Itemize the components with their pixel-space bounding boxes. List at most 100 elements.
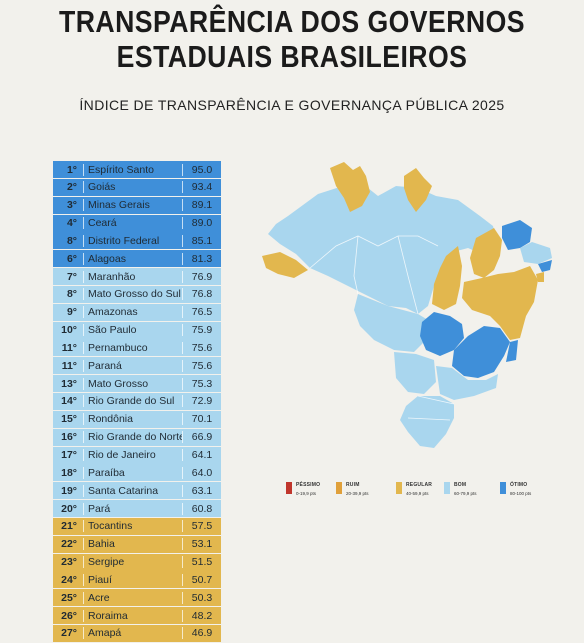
state-score: 63.1 <box>182 484 221 497</box>
title-line-1: TRANSPARÊNCIA DOS GOVERNOS <box>59 4 525 39</box>
state-name: Bahia <box>83 538 182 551</box>
ranking-row: 6° Alagoas 81.3 <box>53 250 221 268</box>
ranking-row: 20° Pará 60.8 <box>53 500 221 518</box>
ranking-row: 7° Maranhão 76.9 <box>53 268 221 286</box>
legend-swatch <box>396 482 402 494</box>
state-name: São Paulo <box>83 324 182 337</box>
legend-range: 20-39,9 pts <box>346 491 369 496</box>
state-name: Rio Grande do Sul <box>83 395 182 408</box>
state-score: 50.7 <box>182 573 221 586</box>
ranking-row: 17° Rio de Janeiro 64.1 <box>53 446 221 464</box>
ranking-row: 25° Acre 50.3 <box>53 589 221 607</box>
ranking-row: 15° Rondônia 70.1 <box>53 410 221 428</box>
ranking-row: 3° Minas Gerais 89.1 <box>53 196 221 214</box>
state-score: 81.3 <box>182 252 221 265</box>
state-name: Rondônia <box>83 413 182 426</box>
map-state-goias <box>420 312 464 356</box>
ranking-row: 19° Santa Catarina 63.1 <box>53 482 221 500</box>
state-score: 89.0 <box>182 217 221 230</box>
state-score: 50.3 <box>182 591 221 604</box>
title-line-2: ESTADUAIS BRASILEIROS <box>116 39 468 74</box>
state-name: Distrito Federal <box>83 234 182 247</box>
map-state-espirito-santo <box>506 340 518 362</box>
legend-label: BOM <box>454 482 467 488</box>
legend-swatch <box>500 482 506 494</box>
legend-swatch <box>286 482 292 494</box>
legend-label: RUIM <box>346 482 360 488</box>
state-borders <box>309 235 455 421</box>
state-score: 89.1 <box>182 199 221 212</box>
rank-number: 8° <box>66 288 77 301</box>
ranking-row: 22° Bahia 53.1 <box>53 535 221 553</box>
rank-number: 18° <box>61 466 77 479</box>
state-name: Pernambuco <box>83 341 182 354</box>
state-name: Rio Grande do Norte <box>83 431 182 444</box>
state-score: 72.9 <box>182 395 221 408</box>
legend-range: 40-59,9 pts <box>406 491 429 496</box>
rank-number: 3° <box>66 199 77 212</box>
state-score: 85.1 <box>182 234 221 247</box>
ranking-row: 24° Piauí 50.7 <box>53 571 221 589</box>
rank-number: 21° <box>61 520 77 533</box>
state-score: 76.5 <box>182 306 221 319</box>
state-name: Acre <box>83 591 182 604</box>
rank-number: 10° <box>61 324 77 337</box>
state-name: Ceará <box>83 217 182 230</box>
state-name: Amapá <box>83 627 182 640</box>
state-score: 95.0 <box>182 163 221 176</box>
state-score: 70.1 <box>182 413 221 426</box>
state-name: Mato Grosso do Sul <box>83 288 182 301</box>
map-state-bahia <box>462 266 538 340</box>
map-state-northeast-coast <box>520 242 552 264</box>
legend-swatch <box>336 482 342 494</box>
state-name: Maranhão <box>83 270 182 283</box>
state-score: 46.9 <box>182 627 221 640</box>
page-title: TRANSPARÊNCIA DOS GOVERNOS ESTADUAIS BRA… <box>41 4 543 74</box>
state-name: Piauí <box>83 573 182 586</box>
ranking-row: 27° Amapá 46.9 <box>53 624 221 642</box>
state-name: Roraima <box>83 609 182 622</box>
rank-number: 11° <box>61 359 77 372</box>
state-score: 75.9 <box>182 324 221 337</box>
ranking-row: 26° Roraima 48.2 <box>53 607 221 625</box>
rank-number: 16° <box>61 431 77 444</box>
rank-number: 2° <box>66 181 77 194</box>
rank-number: 26° <box>61 609 77 622</box>
state-score: 64.1 <box>182 449 221 461</box>
state-score: 64.0 <box>182 466 221 479</box>
rank-number: 27° <box>61 627 77 640</box>
map-state-minas-gerais <box>452 326 510 378</box>
map-region-south <box>400 396 454 448</box>
rank-number: 23° <box>61 556 77 569</box>
ranking-row: 14° Rio Grande do Sul 72.9 <box>53 392 221 410</box>
rank-number: 17° <box>61 449 77 461</box>
rank-number: 11° <box>61 341 77 354</box>
state-name: Mato Grosso <box>83 377 182 390</box>
rank-number: 8° <box>66 234 77 247</box>
rank-number: 22° <box>61 538 77 551</box>
rank-number: 6° <box>66 252 77 265</box>
map-state-acre <box>262 252 308 278</box>
state-name: Minas Gerais <box>83 199 182 212</box>
ranking-row: 1° Espírito Santo 95.0 <box>53 161 221 178</box>
state-score: 51.5 <box>182 556 221 569</box>
state-name: Amazonas <box>83 306 182 319</box>
state-score: 75.3 <box>182 377 221 390</box>
ranking-row: 4° Ceará 89.0 <box>53 214 221 232</box>
ranking-row: 11° Paraná 75.6 <box>53 357 221 375</box>
rank-number: 9° <box>66 306 77 319</box>
ranking-row: 11° Pernambuco 75.6 <box>53 339 221 357</box>
state-score: 93.4 <box>182 181 221 194</box>
state-score: 48.2 <box>182 609 221 622</box>
state-name: Espírito Santo <box>83 163 182 176</box>
ranking-row: 16° Rio Grande do Norte 66.9 <box>53 428 221 446</box>
map-legend: PÉSSIMO 0-19,9 pts RUIM 20-39,9 pts REGULAR 4… <box>286 482 546 502</box>
ranking-table: 1° Espírito Santo 95.0 2° Goiás 93.4 3° Minas G… <box>53 161 221 643</box>
state-name: Goiás <box>83 181 182 194</box>
ranking-row: 9° Amazonas 76.5 <box>53 303 221 321</box>
ranking-row: 23° Sergipe 51.5 <box>53 553 221 571</box>
map-state-tocantins <box>432 246 462 310</box>
map-state-roraima <box>330 162 370 212</box>
map-state-ceara <box>502 220 532 250</box>
state-score: 53.1 <box>182 538 221 551</box>
